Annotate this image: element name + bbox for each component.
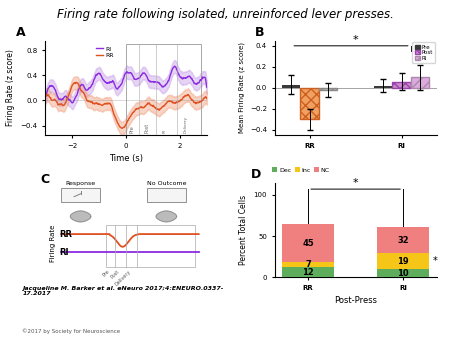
Bar	[377, 253, 429, 269]
Text: 12: 12	[302, 268, 314, 277]
Text: RR: RR	[59, 230, 72, 239]
Legend: Pre, Post, Rl: Pre, Post, Rl	[412, 42, 435, 63]
Text: Pre: Pre	[102, 269, 111, 278]
Text: *: *	[353, 35, 358, 45]
Bar	[282, 85, 301, 88]
Bar	[107, 225, 195, 267]
RI	[159, 85, 165, 89]
Bar	[377, 269, 429, 277]
Text: ©2017 by Society for Neuroscience: ©2017 by Society for Neuroscience	[22, 328, 121, 334]
RI	[69, 101, 75, 105]
Bar	[319, 88, 337, 90]
RR	[73, 80, 79, 84]
Y-axis label: Percent Total Cells: Percent Total Cells	[239, 195, 248, 265]
RI	[144, 75, 150, 79]
RR	[160, 104, 165, 108]
Line: RI: RI	[45, 66, 207, 103]
Bar	[301, 88, 319, 119]
Line: RR: RR	[45, 82, 207, 128]
Bar	[377, 227, 429, 253]
RR	[95, 102, 101, 106]
RI	[107, 81, 112, 85]
Bar	[374, 86, 392, 88]
Text: Post: Post	[109, 269, 120, 280]
Text: Firing Rate: Firing Rate	[50, 224, 56, 262]
Text: Delivery: Delivery	[113, 269, 131, 287]
Text: 10: 10	[397, 269, 409, 277]
Text: Post: Post	[145, 123, 150, 133]
Bar	[282, 224, 334, 262]
Legend: RI, RR: RI, RR	[94, 44, 116, 61]
Y-axis label: Firing Rate (z score): Firing Rate (z score)	[6, 49, 15, 126]
Text: C: C	[40, 173, 49, 187]
RR	[145, 101, 150, 105]
RI	[172, 64, 177, 68]
Text: A: A	[16, 26, 26, 39]
Text: *: *	[353, 178, 358, 188]
RI	[95, 72, 101, 76]
Bar	[392, 81, 411, 88]
Text: Response: Response	[66, 182, 96, 186]
RR	[119, 126, 125, 130]
X-axis label: Time (s): Time (s)	[109, 154, 143, 163]
RR	[107, 101, 112, 105]
Y-axis label: Mean Firing Rate (z score): Mean Firing Rate (z score)	[238, 42, 244, 134]
Legend: Dec, Inc, NC: Dec, Inc, NC	[270, 165, 333, 175]
Text: 19: 19	[397, 257, 409, 266]
Polygon shape	[156, 211, 176, 222]
RR	[204, 96, 210, 100]
Text: 7: 7	[305, 260, 311, 269]
Bar	[61, 188, 100, 202]
Bar	[411, 77, 429, 88]
Bar	[147, 188, 186, 202]
Text: Jacqueline M. Barker et al. eNeuro 2017;4:ENEURO.0337-
17.2017: Jacqueline M. Barker et al. eNeuro 2017;…	[22, 286, 224, 296]
Text: Pre: Pre	[129, 125, 134, 133]
Bar	[126, 44, 202, 135]
X-axis label: Post-Press: Post-Press	[334, 296, 377, 305]
Text: 32: 32	[397, 236, 409, 245]
Polygon shape	[70, 211, 91, 222]
Text: No Outcome: No Outcome	[147, 182, 186, 186]
Text: RI: RI	[163, 129, 167, 133]
RI	[160, 84, 166, 88]
Text: Firing rate following isolated, unreinforced lever presses.: Firing rate following isolated, unreinfo…	[57, 8, 393, 21]
RR	[161, 104, 166, 108]
Text: D: D	[251, 168, 261, 181]
RR	[62, 103, 67, 107]
RI	[204, 85, 210, 89]
Text: *: *	[433, 256, 438, 266]
Text: RI: RI	[59, 248, 68, 257]
RI	[42, 97, 48, 101]
Bar	[282, 267, 334, 277]
Text: Delivery: Delivery	[183, 116, 187, 133]
Text: 45: 45	[302, 239, 314, 247]
RI	[62, 95, 67, 99]
Text: B: B	[255, 26, 265, 39]
Bar	[282, 262, 334, 267]
RR	[42, 95, 48, 99]
